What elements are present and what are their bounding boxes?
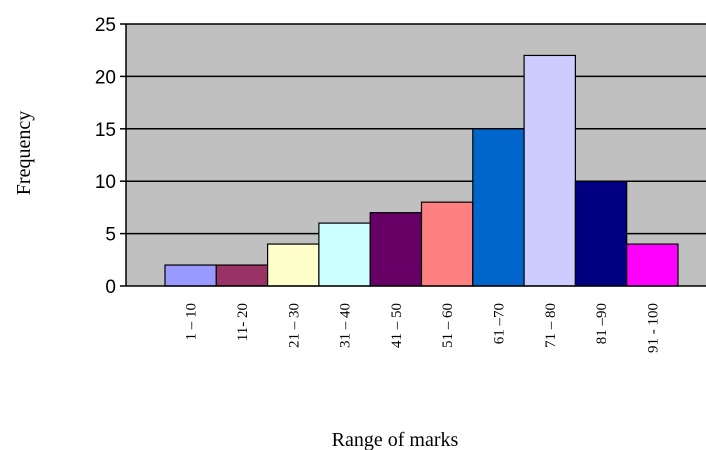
x-tick-labels: 1 – 10 11- 20 21 – 30 31 – 40 41 – 50 51 – 60… xyxy=(184,303,662,353)
y-tick-label: 10 xyxy=(95,172,116,193)
axes xyxy=(120,23,706,287)
y-axis-title: Frequency xyxy=(13,111,35,195)
bar xyxy=(420,201,474,287)
bar xyxy=(164,264,217,287)
x-tick-label: 41 – 50 xyxy=(389,303,405,348)
x-tick-label: 21 – 30 xyxy=(286,303,302,348)
x-tick-label: 11- 20 xyxy=(235,303,251,341)
x-tick-label: 61 –70 xyxy=(491,303,507,344)
y-tick-label: 20 xyxy=(95,67,116,88)
y-tick-label: 0 xyxy=(105,277,116,298)
bars xyxy=(164,54,679,287)
y-tick-label: 5 xyxy=(105,225,116,246)
x-tick-label: 1 – 10 xyxy=(184,303,200,341)
x-axis-title: Range of marks xyxy=(332,429,459,450)
bar xyxy=(267,243,320,287)
x-tick-label: 81 –90 xyxy=(594,303,610,344)
y-tick-label: 25 xyxy=(95,15,116,36)
bar xyxy=(369,212,423,287)
x-tick-label: 51 – 60 xyxy=(440,303,456,348)
y-tick-label: 15 xyxy=(95,120,116,141)
bar xyxy=(523,54,576,287)
bar xyxy=(472,128,525,287)
bar xyxy=(626,243,679,287)
y-tick-labels: 0 5 10 15 20 25 xyxy=(95,15,116,298)
x-tick-label: 71 – 80 xyxy=(543,303,559,348)
bar xyxy=(318,222,371,287)
bar xyxy=(574,180,628,287)
x-tick-label: 31 – 40 xyxy=(338,303,354,348)
x-tick-label: 91 - 100 xyxy=(645,303,661,353)
bar xyxy=(215,264,269,287)
